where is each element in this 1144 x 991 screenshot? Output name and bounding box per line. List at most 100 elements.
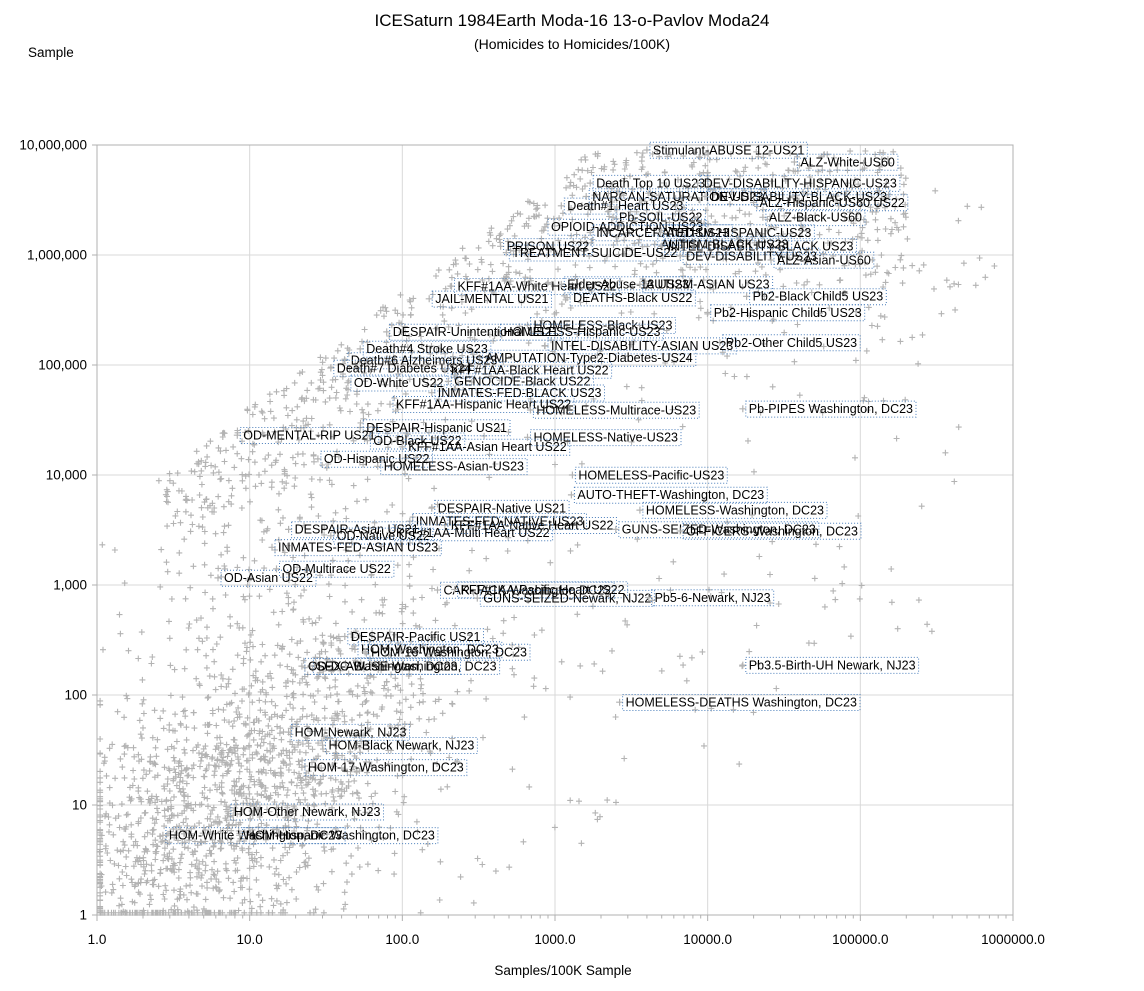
plus-marker: [502, 249, 510, 257]
data-label: CAR-JACK-Washington DC22: [434, 581, 615, 599]
x-tick-label: 1000.0: [534, 932, 575, 947]
plus-marker: [351, 645, 359, 653]
plus-marker: [285, 525, 293, 533]
data-label: DESPAIR-Pacific US21: [341, 628, 484, 646]
data-label-box: [532, 401, 700, 419]
data-label-box: [447, 361, 613, 379]
data-label: HOMELESS-Pacific-US23: [568, 466, 728, 484]
data-label: OD-Asian US22: [214, 569, 317, 587]
data-label-text: INTEL-DISABILITY-BLACK US23: [668, 240, 854, 254]
data-label: HOMELESS-Multirace-US23: [526, 401, 700, 419]
data-label: ALZ-Black-US60: [759, 209, 866, 227]
data-label-text: DEV-DISABILITY-US23: [686, 249, 817, 263]
plus-marker: [541, 342, 549, 350]
data-label-box: [457, 581, 629, 599]
data-label: DEV-DISABILITY-HISPANIC-US23: [694, 174, 901, 192]
data-label-text: OD-Multirace US22: [283, 562, 391, 576]
data-label: HOMELESS-Native-US23: [524, 429, 682, 447]
plus-marker: [636, 280, 644, 288]
data-label-box: [392, 524, 554, 542]
data-label-text: Pb5-6-Newark, NJ23: [655, 591, 771, 605]
plus-marker: [361, 648, 369, 656]
data-label: HOMELESS-Asian-US23: [374, 458, 528, 476]
data-label-text: KFF#1AA-Native Heart US22: [451, 519, 614, 533]
plus-marker: [341, 633, 349, 640]
data-label-text: OD-Black US22: [373, 434, 461, 448]
data-label-text: Death#7 Diabetes US24: [337, 361, 472, 375]
plus-marker: [314, 455, 322, 463]
data-label: HOM-16-Washington, DC23: [361, 643, 531, 661]
data-label-box: [657, 236, 793, 254]
data-label: JAIL-MENTAL US21: [425, 290, 553, 308]
data-label-text: HOM-White Washington, DC23: [169, 829, 342, 843]
y-tick-label: 100,000: [38, 358, 87, 373]
data-label: HOM-Washington, DC23: [351, 641, 503, 659]
data-label-box: [325, 737, 478, 754]
data-label: ALZ-White-US60: [790, 153, 899, 171]
y-tick-label: 1,000,000: [27, 248, 87, 263]
data-label-text: GUNS-SEIZED-Newark, NJ22: [483, 591, 651, 605]
data-label: INTEL-DISABILITY-ASIAN US23: [541, 337, 737, 355]
data-label: HOMELESS-Black US23: [524, 317, 676, 334]
plus-marker: [386, 400, 394, 408]
data-label: AMPUTATION-Type2-Diabetes-US24: [476, 349, 697, 367]
plus-marker: [656, 229, 664, 236]
data-label-text: DEATHS-Black US22: [573, 291, 692, 305]
data-label-text: HOMELESS-Multirace-US23: [536, 403, 696, 417]
y-tick-label: 10: [72, 798, 87, 813]
data-label: KFF#1AA-Hispanic Heart US22: [386, 396, 575, 413]
plus-marker: [582, 193, 590, 200]
y-tick-label: 100: [64, 688, 87, 703]
y-axis-title: Sample: [28, 45, 74, 60]
data-label: DESPAIR-Native US21: [428, 499, 570, 517]
data-label-text: INMATES-FED-ASIAN US23: [278, 541, 438, 555]
data-label-box: [450, 373, 594, 391]
data-label-box: [242, 827, 439, 845]
data-label: INMATES-FED-BLACK US23: [428, 384, 605, 402]
data-label-text: ALZ-Hispanic-US60 US22: [760, 196, 905, 210]
plus-marker: [344, 379, 352, 387]
data-label-box: [710, 304, 866, 322]
data-label: SEX-ABUSE-Washington, DC23: [306, 657, 501, 675]
data-label-text: KFF#1AA-Pacific Heart US22: [461, 583, 625, 597]
data-label-text: HOM-Black Newark, NJ23: [329, 739, 475, 753]
plus-marker: [557, 202, 565, 210]
background-points: [96, 148, 998, 916]
data-label: DEV-DISABILITY-BLACK-US23: [701, 188, 891, 206]
data-label-box: [412, 513, 587, 530]
plus-marker: [159, 831, 167, 839]
data-label: KFF#1AA-Multi Heart US22: [386, 524, 554, 542]
data-label-text: KFF#1AA-Asian Heart US22: [408, 440, 566, 454]
data-label: DEATHS-Black US22: [563, 289, 696, 307]
data-label: GENOCIDE-Black US22: [444, 373, 594, 391]
data-label: OD-Hispanic US22: [314, 450, 433, 468]
data-label: NARCAN-SATURATION-US23: [582, 188, 767, 206]
data-label: Pb5-6-Newark, NJ23: [645, 589, 775, 607]
plus-marker: [790, 158, 798, 166]
plus-marker: [568, 471, 576, 479]
data-label-text: OD-White US22: [354, 376, 444, 390]
data-label: OPIOID-ADDICTION-US23: [541, 218, 707, 236]
data-label-box: [357, 641, 503, 659]
data-label-text: Pb2-Other Child5 US23: [726, 336, 857, 350]
data-label: Elder-Abuse-13 US23: [557, 276, 693, 294]
x-tick-label: 10000.0: [683, 932, 732, 947]
data-label-text: ALZ-Black-US60: [769, 211, 862, 225]
data-label-text: KFF#1AA-Multi Heart US22: [396, 526, 550, 540]
plus-marker: [651, 240, 659, 248]
plus-marker: [214, 574, 222, 582]
data-label-text: OD-Hispanic US22: [324, 452, 430, 466]
plus-marker: [341, 356, 349, 364]
data-label: OD-Native US22: [327, 527, 434, 545]
data-label-text: DESPAIR-Native US21: [438, 501, 566, 515]
data-label: PRISON US22: [497, 238, 593, 256]
data-label-box: [304, 657, 461, 675]
plus-marker: [428, 504, 436, 512]
data-label: TREATMENT-SUICIDE-US22: [502, 244, 681, 262]
data-label-text: OPIOID-ADDICTION-US23: [551, 220, 703, 234]
data-label-text: HOM-Newark, NJ23: [295, 725, 407, 739]
plus-marker: [476, 354, 483, 362]
data-label: Death#1 Heart US23: [557, 197, 687, 215]
data-label-box: [765, 209, 866, 227]
